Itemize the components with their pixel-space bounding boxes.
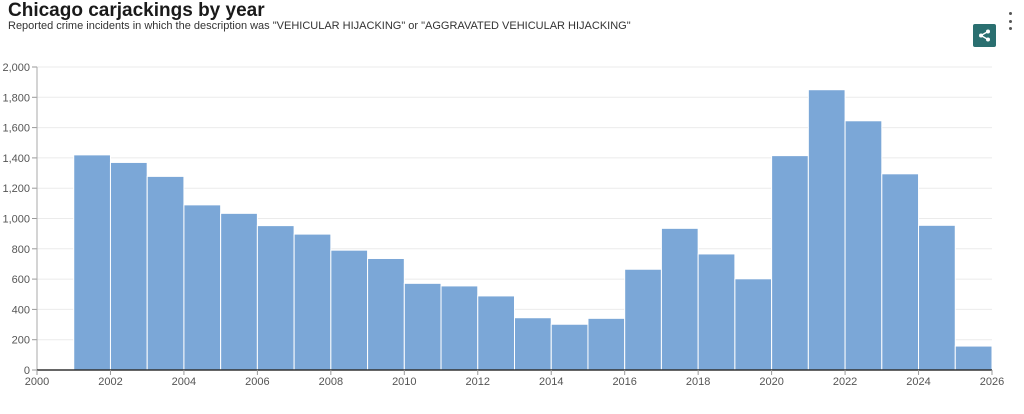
bar-2017	[660, 227, 699, 371]
x-tick-label: 2026	[980, 376, 1004, 388]
bar-2010	[403, 282, 442, 371]
bar-2023	[881, 173, 920, 371]
y-tick-label: 400	[12, 304, 30, 316]
x-tick-label: 2010	[392, 376, 416, 388]
bar-2005	[220, 212, 258, 371]
bar-2007	[293, 233, 332, 371]
bar-2006	[256, 225, 295, 371]
x-tick-label: 2014	[539, 376, 563, 388]
y-tick-label: 600	[12, 274, 30, 286]
y-tick-label: 200	[12, 335, 30, 347]
y-tick-label: 1,800	[2, 92, 30, 104]
bar-2016	[624, 268, 662, 371]
bar-2009	[367, 257, 405, 371]
bar-2015	[587, 317, 626, 371]
bar-2022	[844, 120, 883, 371]
bar-2013	[514, 317, 552, 371]
bar-2019	[734, 278, 773, 371]
bar-2003	[146, 175, 185, 371]
share-button[interactable]	[973, 24, 996, 47]
chart-subtitle: Reported crime incidents in which the de…	[8, 20, 631, 32]
more-vertical-icon[interactable]	[1005, 10, 1015, 32]
y-tick-label: 800	[12, 244, 30, 256]
x-tick-label: 2020	[759, 376, 783, 388]
x-tick-label: 2018	[686, 376, 710, 388]
bar-2002	[109, 161, 148, 371]
x-tick-label: 2006	[245, 376, 269, 388]
bar-2021	[807, 89, 846, 371]
y-tick-label: 0	[24, 365, 30, 377]
y-tick-label: 1,400	[2, 153, 30, 165]
x-tick-label: 2012	[466, 376, 490, 388]
x-tick-label: 2004	[172, 376, 196, 388]
axes: 0 200 400 600 800 1,000 1,200 1,400 1,600 1,800 2,…	[2, 62, 1004, 388]
bar-2018	[697, 253, 736, 371]
x-tick-label: 2022	[833, 376, 857, 388]
bars	[73, 89, 993, 371]
x-tick-label: 2000	[25, 376, 49, 388]
bar-2012	[477, 295, 515, 371]
bar-2004	[183, 204, 222, 371]
chart-title: Chicago carjackings by year	[8, 0, 265, 21]
bar-2014	[550, 323, 589, 371]
x-tick-label: 2002	[98, 376, 122, 388]
x-tick-label: 2024	[906, 376, 930, 388]
x-tick-label: 2008	[319, 376, 343, 388]
bar-2001	[73, 154, 111, 371]
y-tick-label: 2,000	[2, 62, 30, 74]
x-tick-label: 2016	[612, 376, 636, 388]
y-tick-label: 1,600	[2, 123, 30, 135]
y-tick-label: 1,200	[2, 183, 30, 195]
bar-2024	[918, 224, 956, 371]
y-tick-label: 1,000	[2, 214, 30, 226]
bar-2025	[954, 345, 993, 371]
bar-2020	[771, 155, 809, 371]
share-icon	[979, 29, 990, 42]
bar-2008	[330, 249, 369, 371]
bar-2011	[440, 285, 479, 371]
